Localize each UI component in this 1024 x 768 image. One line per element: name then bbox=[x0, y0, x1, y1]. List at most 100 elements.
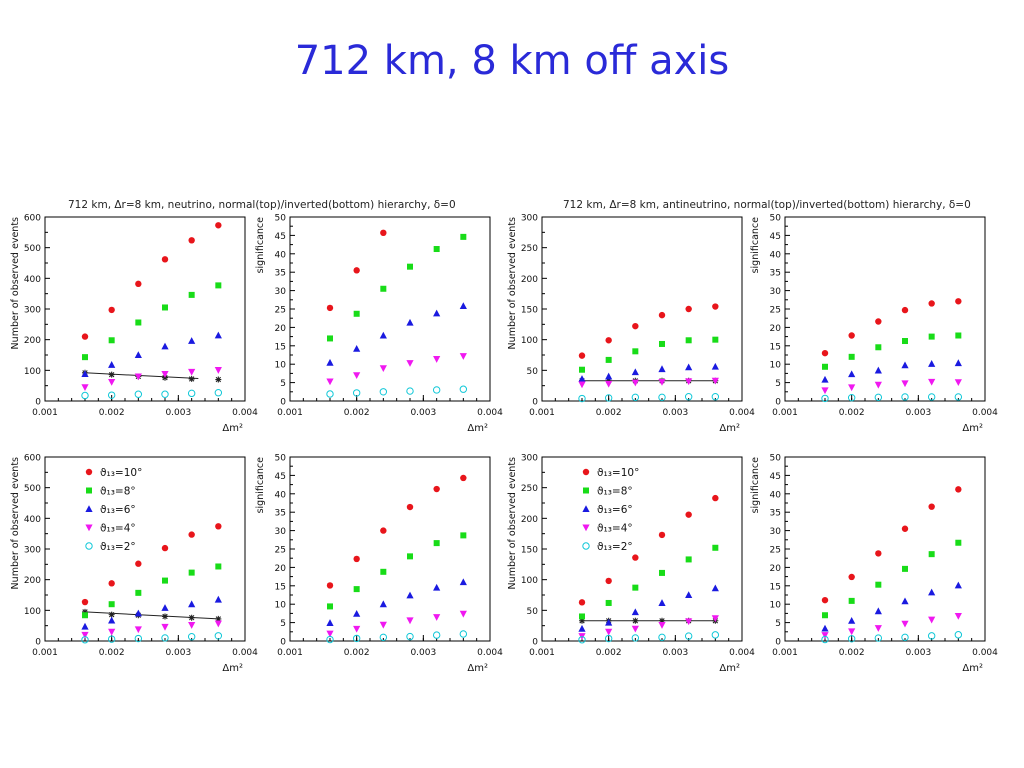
data-point bbox=[954, 612, 962, 620]
data-point bbox=[659, 340, 665, 347]
legend-marker bbox=[582, 524, 590, 532]
data-point bbox=[406, 360, 414, 367]
y-axis-label: significance bbox=[255, 217, 266, 274]
data-point bbox=[928, 551, 935, 558]
data-point bbox=[326, 378, 334, 386]
data-point bbox=[848, 332, 855, 339]
data-point bbox=[379, 621, 387, 629]
data-point bbox=[874, 393, 883, 402]
x-tick-label: 0.001 bbox=[277, 648, 303, 658]
data-point bbox=[380, 285, 387, 292]
y-tick-label: 5 bbox=[280, 379, 286, 389]
x-tick-label: 0.002 bbox=[596, 408, 622, 418]
data-point bbox=[821, 635, 829, 644]
data-point bbox=[433, 614, 441, 621]
x-tick-label: 0.002 bbox=[344, 408, 370, 418]
data-point bbox=[353, 344, 361, 352]
data-point bbox=[578, 394, 586, 403]
data-point bbox=[847, 635, 856, 643]
y-axis-label: Number of observed events bbox=[507, 217, 518, 349]
legend-label: ϑ₁₃=2° bbox=[100, 541, 136, 553]
y-tick-label: 5 bbox=[775, 619, 781, 629]
data-point bbox=[326, 358, 334, 366]
data-point bbox=[327, 603, 333, 610]
data-point bbox=[928, 378, 936, 386]
data-point bbox=[605, 356, 612, 363]
y-tick-label: 250 bbox=[521, 484, 538, 494]
data-point bbox=[161, 634, 169, 642]
data-point bbox=[406, 387, 414, 395]
data-point bbox=[379, 388, 388, 396]
y-tick-label: 45 bbox=[275, 232, 286, 242]
data-point bbox=[685, 511, 692, 518]
data-point bbox=[108, 628, 116, 636]
y-tick-label: 250 bbox=[521, 244, 538, 254]
data-point bbox=[326, 390, 334, 398]
y-tick-label: 300 bbox=[521, 454, 538, 464]
data-point bbox=[327, 335, 333, 342]
x-tick-label: 0.003 bbox=[662, 408, 688, 418]
data-point bbox=[459, 578, 467, 586]
data-point bbox=[875, 318, 882, 325]
data-point bbox=[901, 525, 909, 532]
y-tick-label: 45 bbox=[275, 472, 286, 482]
data-point bbox=[605, 380, 613, 388]
data-point bbox=[433, 309, 441, 317]
y-tick-label: 10 bbox=[770, 361, 782, 371]
data-point bbox=[353, 310, 360, 317]
data-point bbox=[712, 303, 719, 310]
y-tick-label: 0 bbox=[775, 638, 781, 648]
background-point bbox=[215, 376, 222, 383]
y-tick-label: 25 bbox=[275, 546, 286, 556]
data-point bbox=[187, 633, 196, 641]
data-point bbox=[161, 256, 169, 263]
data-point bbox=[215, 222, 222, 229]
data-point bbox=[406, 318, 414, 326]
y-tick-label: 50 bbox=[275, 214, 287, 224]
data-point bbox=[188, 337, 196, 344]
data-point bbox=[604, 394, 613, 402]
data-point bbox=[108, 601, 115, 608]
data-point bbox=[631, 608, 639, 616]
plot-frame bbox=[289, 456, 491, 642]
data-point bbox=[81, 370, 89, 378]
x-tick-label: 0.004 bbox=[729, 408, 755, 418]
data-point bbox=[605, 599, 612, 606]
data-point bbox=[82, 612, 88, 619]
plot-nu-inverted-events: 0 100 200 300 400 500 600 0.001 0.002 0.003 0.004 Δ… bbox=[10, 454, 258, 675]
x-tick-label: 0.002 bbox=[839, 408, 865, 418]
y-axis-label: Number of observed events bbox=[507, 457, 518, 589]
data-point bbox=[685, 305, 692, 313]
y-tick-label: 50 bbox=[770, 214, 782, 224]
data-point bbox=[459, 353, 467, 360]
y-tick-label: 100 bbox=[24, 367, 41, 377]
data-point bbox=[326, 582, 334, 589]
data-point bbox=[161, 623, 169, 631]
background-point bbox=[215, 615, 222, 622]
data-point bbox=[432, 631, 441, 639]
data-point bbox=[188, 531, 195, 538]
x-tick-label: 0.002 bbox=[839, 648, 865, 658]
data-point bbox=[954, 379, 962, 387]
data-point bbox=[578, 624, 586, 632]
data-point bbox=[134, 609, 142, 617]
data-point bbox=[712, 336, 719, 343]
y-tick-label: 400 bbox=[24, 515, 41, 525]
y-tick-label: 50 bbox=[770, 454, 782, 464]
data-point bbox=[632, 584, 639, 591]
y-tick-label: 20 bbox=[275, 564, 287, 574]
data-point bbox=[711, 584, 719, 592]
data-point bbox=[712, 544, 719, 551]
x-axis-label: Δm² bbox=[719, 423, 740, 434]
legend-label: ϑ₁₃=4° bbox=[100, 523, 136, 535]
y-tick-label: 40 bbox=[275, 250, 287, 260]
data-point bbox=[928, 616, 936, 624]
background-point bbox=[632, 617, 639, 624]
data-point bbox=[188, 291, 195, 298]
x-tick-label: 0.002 bbox=[99, 648, 125, 658]
legend-marker bbox=[85, 542, 93, 550]
data-point bbox=[432, 386, 441, 394]
y-axis-label: significance bbox=[750, 457, 761, 514]
data-point bbox=[135, 319, 142, 326]
data-point bbox=[108, 580, 115, 587]
